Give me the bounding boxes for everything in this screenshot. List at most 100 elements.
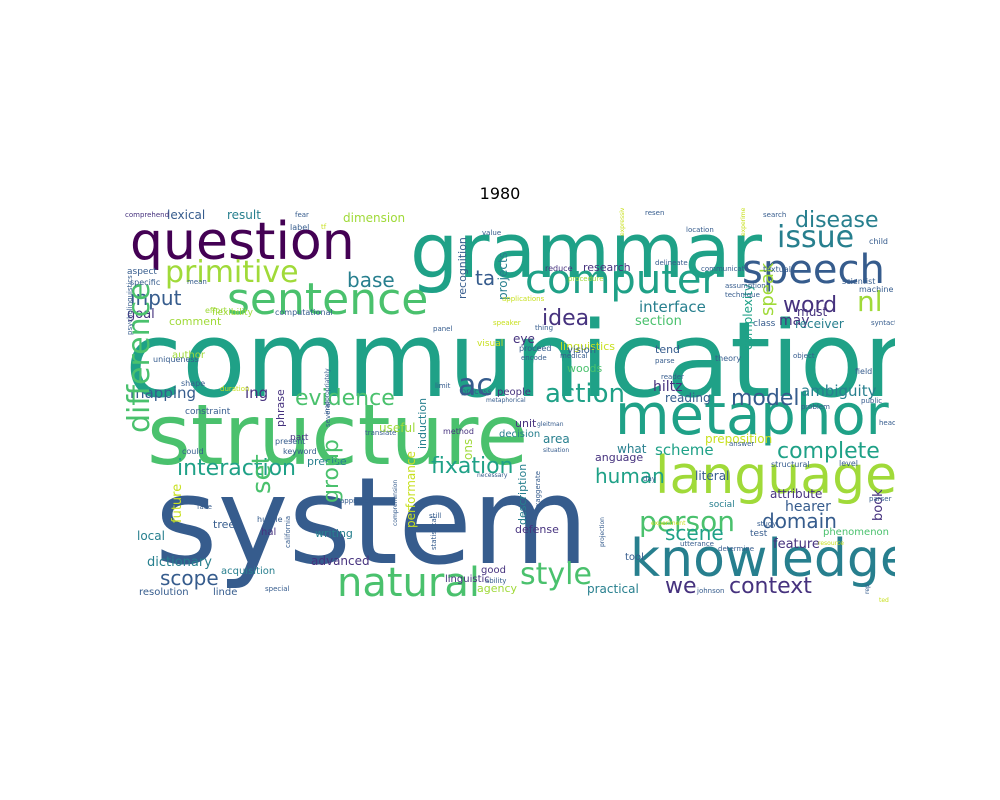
cloud-word: practical: [587, 582, 639, 596]
cloud-word: acquisition: [221, 566, 276, 577]
cloud-word: statistical: [430, 516, 438, 550]
cloud-word: present: [275, 437, 306, 446]
cloud-word: textual: [763, 265, 791, 274]
cloud-word: research: [583, 261, 631, 274]
cloud-word: problem: [801, 403, 830, 411]
cloud-word: ons: [461, 438, 475, 460]
cloud-word: linguistic: [445, 574, 490, 585]
cloud-word: inappropriately: [324, 368, 331, 414]
cloud-word: ability: [485, 577, 507, 585]
cloud-word: description: [516, 463, 529, 525]
cloud-word: tree: [213, 518, 236, 531]
cloud-word: exaggerate: [534, 470, 542, 511]
cloud-word: comment: [169, 315, 222, 328]
cloud-word: face: [197, 503, 212, 511]
cloud-word: mean: [187, 278, 207, 286]
cloud-word: field: [855, 367, 873, 376]
cloud-word: utterance: [680, 540, 714, 548]
cloud-word: style: [520, 557, 592, 592]
cloud-word: structure: [147, 386, 529, 484]
cloud-word: hurdle: [257, 515, 283, 524]
cloud-word: gleitman: [537, 421, 564, 428]
cloud-word: label: [290, 223, 310, 232]
cloud-word: resolution: [139, 587, 189, 598]
cloud-word: parser: [869, 495, 892, 503]
cloud-word: dictionary: [147, 555, 212, 570]
cloud-word: day: [643, 475, 656, 483]
cloud-word: experiment: [651, 520, 686, 527]
cloud-word: situation: [543, 447, 570, 454]
cloud-word: linde: [213, 587, 238, 598]
cloud-word: comprehension: [392, 479, 399, 526]
cloud-word: computer: [525, 257, 718, 303]
cloud-word: decision: [499, 429, 541, 440]
cloud-word: johnson: [697, 587, 725, 595]
cloud-word: ted: [879, 597, 889, 604]
cloud-word: parse: [655, 357, 675, 365]
cloud-word: person: [639, 505, 735, 538]
cloud-word: sentence: [227, 274, 429, 325]
cloud-word: eye: [513, 332, 535, 346]
cloud-word: public: [861, 397, 883, 405]
cloud-word: communication: [125, 299, 895, 421]
cloud-word: determine: [718, 545, 755, 553]
cloud-word: california: [284, 515, 292, 548]
cloud-word: answer: [729, 440, 755, 448]
cloud-word: constraint: [185, 407, 231, 417]
cloud-title: 1980: [479, 184, 521, 203]
cloud-word: lexical: [167, 208, 206, 222]
cloud-word: preposition: [705, 432, 773, 446]
cloud-word: uniqueness: [153, 355, 199, 364]
cloud-word: woods: [567, 362, 603, 375]
cloud-word: part: [290, 433, 309, 443]
cloud-word: limit: [435, 382, 451, 390]
cloud-word: speech: [742, 247, 885, 293]
cloud-word: set: [247, 454, 277, 494]
cloud-word: metaphorical: [486, 397, 526, 404]
cloud-word: defense: [515, 523, 559, 536]
cloud-word: may: [779, 313, 810, 329]
cloud-word: study: [757, 520, 777, 528]
cloud-word: hiltz: [653, 379, 683, 395]
cloud-word: duration: [220, 385, 250, 393]
cloud-word: attribute: [770, 487, 823, 501]
cloud-word: receiver: [795, 317, 844, 331]
cloud-word: assumption: [725, 282, 766, 290]
word-cloud: communication system structure grammar quest…: [125, 208, 895, 604]
cloud-word: grammar: [410, 208, 762, 295]
cloud-word: structural: [771, 460, 810, 469]
cloud-word: still: [429, 512, 442, 520]
cloud-word: thing: [535, 324, 554, 332]
cloud-word: section: [635, 314, 682, 329]
cloud-word: natural: [337, 560, 480, 604]
cloud-word: ambiguity: [801, 382, 877, 400]
cloud-word: special: [265, 585, 290, 593]
cloud-word: primitive: [165, 255, 299, 290]
cloud-word: resource: [818, 540, 844, 547]
cloud-word: evidence: [295, 386, 395, 411]
cloud-word: speaker: [493, 319, 521, 327]
cloud-word: advanced: [311, 554, 370, 568]
cloud-word: communicate: [701, 265, 749, 273]
cloud-word: medical: [560, 352, 588, 360]
cloud-word: necessary: [477, 472, 508, 479]
cloud-word: projection: [599, 517, 606, 547]
cloud-word: syntactic: [871, 319, 895, 327]
cloud-word: fixation: [431, 454, 514, 479]
cloud-word: what: [617, 442, 647, 456]
cloud-word: performance: [404, 451, 418, 528]
cloud-word: comprehend: [125, 211, 170, 219]
cloud-word: test: [750, 529, 768, 539]
cloud-word: result: [227, 208, 261, 222]
cloud-word: shape: [181, 379, 206, 388]
cloud-word: reader: [661, 373, 684, 381]
cloud-word: mapping: [130, 384, 197, 402]
cloud-word: useful: [379, 421, 416, 435]
cloud-word: proceed: [519, 344, 552, 353]
cloud-word: object: [793, 352, 815, 360]
cloud-word: action: [545, 379, 626, 409]
cloud-word: tool: [625, 552, 644, 563]
cloud-word: author: [172, 350, 205, 361]
cloud-word: knowledge: [630, 529, 895, 589]
cloud-word: dimension: [343, 211, 406, 225]
